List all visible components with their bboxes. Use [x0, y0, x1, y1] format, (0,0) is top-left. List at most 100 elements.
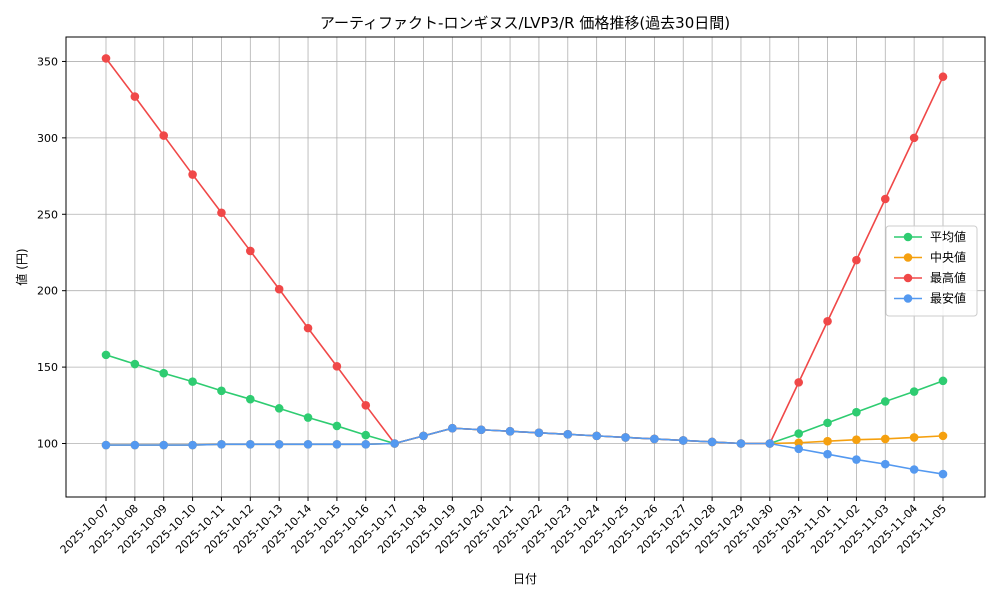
data-point [188, 170, 197, 179]
data-point [476, 425, 486, 435]
legend-label: 中央値 [930, 250, 966, 265]
data-point [852, 407, 861, 417]
data-point [880, 434, 890, 444]
data-point [794, 444, 803, 454]
data-point [159, 440, 169, 450]
x-axis-label: 日付 [513, 572, 537, 586]
data-point [794, 378, 803, 387]
data-point [274, 439, 284, 449]
data-point [736, 439, 746, 448]
data-point [159, 131, 169, 140]
series-line [106, 427, 944, 475]
data-point [880, 194, 890, 204]
chart-title: アーティファクト-ロンギヌス/LVP3/R 価格推移(過去30日間) [320, 14, 730, 32]
data-point [332, 421, 342, 431]
legend-item: 中央値 [894, 250, 966, 265]
data-point [361, 430, 371, 440]
y-tick-label: 100 [37, 438, 58, 451]
data-point [823, 449, 832, 459]
data-point [650, 434, 659, 444]
legend-marker [903, 253, 913, 262]
data-point [823, 316, 832, 326]
data-point [909, 133, 919, 143]
series-1 [101, 350, 948, 448]
legend-label: 平均値 [930, 229, 966, 244]
data-point [361, 401, 371, 410]
data-point [101, 54, 111, 63]
data-point [621, 433, 630, 442]
data-point [303, 323, 313, 333]
data-point [361, 439, 371, 449]
data-point [246, 246, 255, 256]
data-point [130, 359, 140, 369]
series-layer [101, 54, 948, 479]
series-line [106, 427, 944, 446]
data-point [159, 368, 169, 378]
y-axis: 100 150 200 250 300 350 [37, 55, 66, 451]
data-point [909, 433, 919, 442]
legend-box [885, 225, 978, 317]
data-point [794, 438, 803, 448]
data-point [332, 439, 342, 449]
x-axis: 2025-10-072025-10-082025-10-092025-10-10… [58, 497, 949, 556]
data-point [101, 440, 111, 450]
data-point [419, 431, 428, 441]
data-point [563, 430, 573, 439]
data-point [448, 423, 457, 433]
data-point [534, 428, 544, 438]
data-point [303, 413, 313, 422]
data-point [938, 72, 948, 82]
data-point [332, 362, 342, 371]
data-point [909, 387, 919, 396]
data-point [217, 439, 226, 449]
data-point [938, 431, 948, 441]
data-point [852, 435, 861, 444]
data-point [880, 397, 890, 406]
data-point [217, 208, 226, 218]
data-point [592, 431, 601, 441]
series-line [105, 354, 944, 445]
data-point [707, 437, 717, 447]
legend-item: 最高値 [894, 270, 966, 285]
y-tick-label: 350 [37, 55, 58, 68]
data-point [938, 469, 948, 479]
legend-marker [903, 294, 913, 303]
grid [66, 37, 985, 497]
data-point [852, 455, 861, 464]
series-4 [101, 423, 948, 479]
data-point [823, 418, 832, 428]
data-point [938, 376, 948, 386]
data-point [794, 429, 803, 438]
data-point [246, 394, 255, 404]
legend-marker [903, 273, 913, 283]
legend-item: 最安値 [894, 291, 966, 306]
data-point [188, 377, 197, 386]
data-point [765, 439, 775, 448]
legend-label: 最高値 [930, 270, 966, 285]
data-point [909, 465, 919, 474]
legend-item: 平均値 [894, 229, 966, 244]
series-line [105, 57, 944, 445]
data-point [101, 350, 111, 360]
data-point [274, 404, 284, 413]
data-point [188, 440, 197, 450]
y-axis-label: 値 (円) [14, 248, 29, 285]
y-tick-label: 150 [37, 361, 58, 374]
y-tick-label: 200 [37, 285, 58, 298]
data-point [390, 439, 399, 448]
y-tick-label: 300 [37, 132, 58, 145]
data-point [274, 284, 284, 294]
series-2 [101, 423, 948, 450]
legend-marker [903, 232, 913, 242]
legend-label: 最安値 [930, 291, 966, 306]
data-point [880, 459, 890, 469]
data-point [505, 426, 515, 436]
y-tick-label: 250 [37, 208, 58, 221]
data-point [852, 255, 861, 265]
data-point [246, 439, 255, 449]
plot-frame [65, 36, 986, 498]
series-3 [101, 54, 948, 448]
data-point [217, 386, 226, 396]
data-point [303, 439, 313, 449]
